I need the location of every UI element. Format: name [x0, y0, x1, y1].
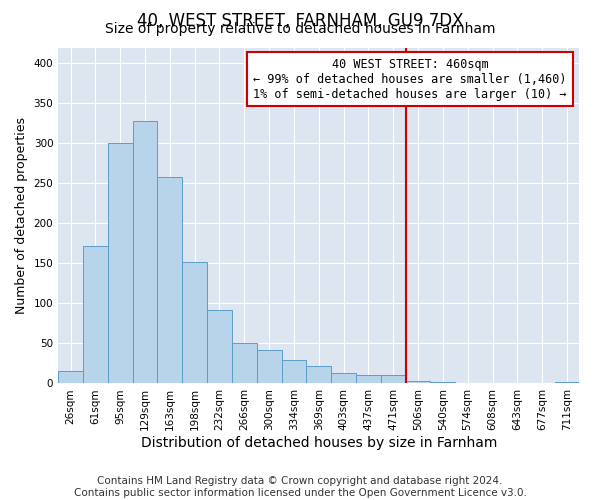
Bar: [455, 382, 480, 384]
Bar: [207, 310, 232, 384]
Bar: [232, 344, 257, 384]
Bar: [554, 382, 580, 384]
Text: 40, WEST STREET, FARNHAM, GU9 7DX: 40, WEST STREET, FARNHAM, GU9 7DX: [137, 12, 463, 30]
Text: Size of property relative to detached houses in Farnham: Size of property relative to detached ho…: [105, 22, 495, 36]
Text: Contains HM Land Registry data © Crown copyright and database right 2024.
Contai: Contains HM Land Registry data © Crown c…: [74, 476, 526, 498]
Bar: [307, 366, 331, 384]
Bar: [430, 382, 455, 384]
Bar: [257, 350, 281, 384]
Bar: [108, 144, 133, 384]
Bar: [83, 246, 108, 384]
X-axis label: Distribution of detached houses by size in Farnham: Distribution of detached houses by size …: [140, 436, 497, 450]
Bar: [58, 372, 83, 384]
Bar: [133, 121, 157, 384]
Bar: [182, 262, 207, 384]
Y-axis label: Number of detached properties: Number of detached properties: [15, 117, 28, 314]
Bar: [331, 373, 356, 384]
Text: 40 WEST STREET: 460sqm
← 99% of detached houses are smaller (1,460)
1% of semi-d: 40 WEST STREET: 460sqm ← 99% of detached…: [253, 58, 567, 100]
Bar: [281, 360, 307, 384]
Bar: [157, 177, 182, 384]
Bar: [381, 376, 406, 384]
Bar: [406, 381, 430, 384]
Bar: [356, 376, 381, 384]
